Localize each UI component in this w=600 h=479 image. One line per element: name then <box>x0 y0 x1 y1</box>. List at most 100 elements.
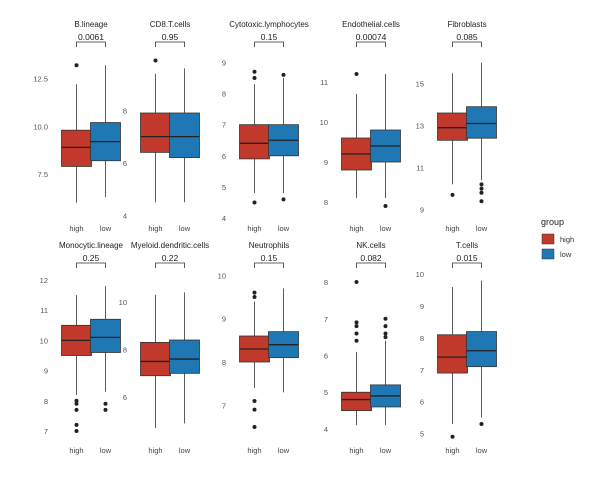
legend-high-label: high <box>560 235 574 244</box>
y-tick-label: 8 <box>324 278 328 287</box>
y-tick-label: 4 <box>123 211 127 220</box>
outlier-point <box>479 190 484 195</box>
outlier-point <box>153 58 158 63</box>
x-tick-label: high <box>445 446 459 455</box>
legend-low-label: low <box>560 250 572 259</box>
significance-bracket <box>254 262 284 268</box>
outlier-point <box>74 401 79 406</box>
box-high <box>140 112 171 153</box>
x-tick-label: low <box>278 446 290 455</box>
panel-title: Myeloid.dendritic.cells <box>131 241 209 250</box>
x-tick-label: low <box>476 224 488 233</box>
outlier-point <box>103 401 108 406</box>
outlier-point <box>74 398 79 403</box>
outlier-point <box>74 422 79 427</box>
panel-6: Monocytic.lineage 0.25 7 8 9 10 11 12 high low <box>40 241 124 455</box>
panel-5: Fibroblasts 0.085 9 11 13 15 high low <box>416 20 497 233</box>
significance-bracket <box>452 262 482 268</box>
y-tick-label: 7 <box>324 315 328 324</box>
panel-title: T.cells <box>456 241 478 250</box>
y-tick-label: 8 <box>324 198 328 207</box>
box-low <box>90 318 121 353</box>
outlier-point <box>103 407 108 412</box>
y-tick-label: 6 <box>123 159 127 168</box>
p-value-label: 0.22 <box>162 253 179 263</box>
box-high <box>437 334 468 374</box>
y-tick-label: 10 <box>320 118 328 127</box>
x-tick-label: low <box>100 446 112 455</box>
panel-7: Myeloid.dendritic.cells 0.22 6 8 10 high low <box>119 241 209 455</box>
y-tick-label: 9 <box>420 206 424 215</box>
outlier-point <box>74 428 79 433</box>
panel-10: T.cells 0.015 5 6 7 8 9 10 high low <box>416 241 497 455</box>
y-tick-label: 8 <box>420 334 424 343</box>
outlier-point <box>383 316 388 321</box>
outlier-point <box>354 324 359 329</box>
y-tick-label: 4 <box>222 214 226 223</box>
y-tick-label: 8 <box>123 106 127 115</box>
x-tick-label: high <box>247 446 261 455</box>
outlier-point <box>252 399 257 403</box>
panel-title: Neutrophils <box>249 241 289 250</box>
y-tick-label: 9 <box>222 58 226 67</box>
outlier-point <box>252 295 257 299</box>
x-tick-label: high <box>349 446 363 455</box>
y-tick-label: 7 <box>44 427 48 436</box>
legend-low-swatch <box>541 248 555 260</box>
y-tick-label: 6 <box>420 398 424 407</box>
box-low <box>466 106 497 139</box>
panel-2: CD8.T.cells 0.95 4 6 8 high low <box>123 20 200 233</box>
outlier-point <box>354 72 359 76</box>
significance-bracket <box>254 41 284 47</box>
panel-1: B.lineage 0.0061 7.5 10.0 12.5 high low <box>33 20 121 233</box>
y-tick-label: 9 <box>44 367 48 376</box>
box-high <box>437 112 468 141</box>
y-tick-label: 13 <box>416 122 424 131</box>
panel-title: CD8.T.cells <box>150 20 190 29</box>
p-value-label: 0.25 <box>83 253 100 263</box>
y-tick-label: 10 <box>416 270 424 279</box>
panel-title: NK.cells <box>356 241 385 250</box>
y-tick-label: 5 <box>324 388 328 397</box>
box-high <box>140 342 171 377</box>
box-high <box>239 124 270 160</box>
x-tick-label: high <box>349 224 363 233</box>
x-tick-label: high <box>247 224 261 233</box>
p-value-label: 0.95 <box>162 32 179 42</box>
outlier-point <box>450 192 455 197</box>
y-tick-label: 6 <box>123 393 127 402</box>
outlier-point <box>354 338 359 343</box>
panel-3: Cytotoxic.lymphocytes 0.15 4 5 6 7 8 9 high low <box>222 20 309 233</box>
outlier-point <box>252 407 257 412</box>
y-tick-label: 8 <box>222 358 226 367</box>
y-tick-label: 8 <box>123 346 127 355</box>
y-tick-label: 7 <box>222 401 226 410</box>
y-tick-label: 5 <box>222 183 226 192</box>
y-tick-label: 6 <box>324 352 328 361</box>
p-value-label: 0.015 <box>456 253 478 263</box>
outlier-point <box>74 407 79 412</box>
y-tick-label: 6 <box>222 152 226 161</box>
y-tick-label: 8 <box>44 397 48 406</box>
y-tick-label: 10 <box>218 271 226 280</box>
box-low <box>466 331 497 368</box>
y-tick-label: 12.5 <box>33 75 48 84</box>
box-high <box>341 391 372 412</box>
box-high <box>61 129 92 167</box>
outlier-point <box>479 422 484 427</box>
outlier-point <box>281 72 286 77</box>
outlier-point <box>383 324 388 329</box>
outlier-point <box>354 320 359 325</box>
p-value-label: 0.085 <box>456 32 478 42</box>
y-tick-label: 11 <box>320 78 328 87</box>
p-value-label: 0.0061 <box>78 32 104 42</box>
p-value-label: 0.15 <box>261 253 278 263</box>
panel-title: Monocytic.lineage <box>59 241 124 250</box>
outlier-point <box>479 186 484 191</box>
legend: group high low <box>541 217 574 260</box>
p-value-label: 0.082 <box>360 253 382 263</box>
legend-high-swatch <box>541 233 555 245</box>
outlier-point <box>252 290 257 295</box>
